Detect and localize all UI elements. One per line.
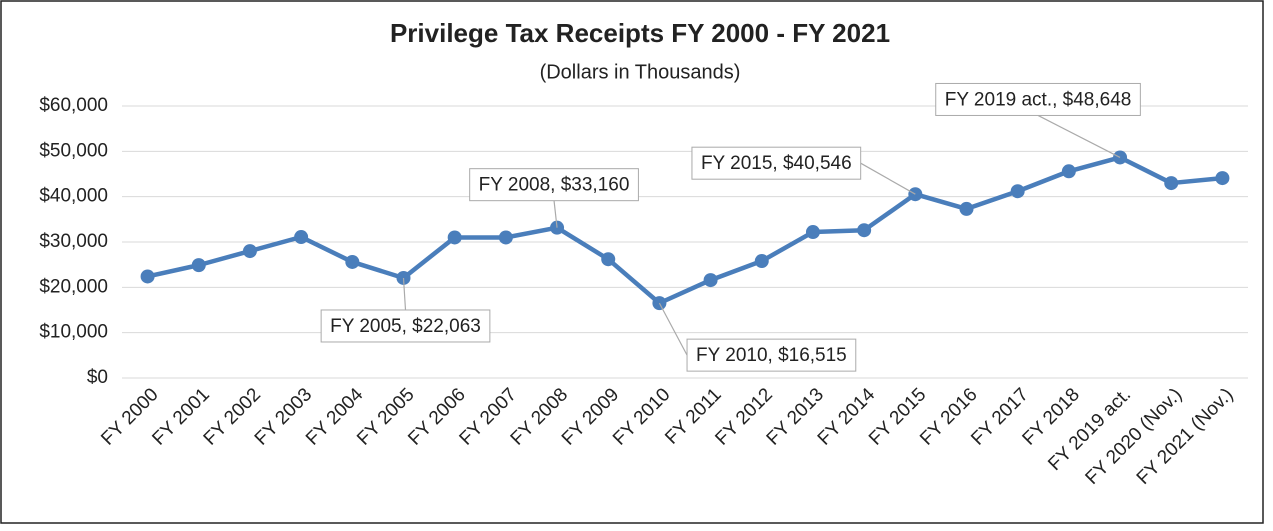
data-point xyxy=(140,269,155,284)
data-point xyxy=(345,254,360,269)
data-point xyxy=(857,223,872,238)
data-label: FY 2010, $16,515 xyxy=(696,345,847,366)
data-point xyxy=(1010,184,1025,199)
data-point xyxy=(1215,171,1230,186)
data-point xyxy=(1061,164,1076,179)
data-point xyxy=(601,252,616,267)
callout-leader xyxy=(553,200,558,228)
callout-box xyxy=(691,146,862,180)
callout-leader xyxy=(860,162,916,195)
data-label: FY 2005, $22,063 xyxy=(330,316,481,337)
y-tick-label: $20,000 xyxy=(39,276,108,297)
y-tick-label: $10,000 xyxy=(39,322,108,343)
callout-leader xyxy=(402,277,407,311)
chart-title: Privilege Tax Receipts FY 2000 - FY 2021 xyxy=(390,18,890,48)
callout-box xyxy=(686,338,857,372)
data-point xyxy=(754,254,769,269)
callout-box xyxy=(320,309,491,343)
data-point xyxy=(703,273,718,288)
data-point xyxy=(242,244,257,259)
data-point xyxy=(805,225,820,240)
y-tick-label: $40,000 xyxy=(39,186,108,207)
callout-box xyxy=(469,168,639,202)
chart-subtitle: (Dollars in Thousands) xyxy=(540,61,741,83)
callout-leader xyxy=(1037,114,1121,158)
data-point xyxy=(498,230,513,245)
data-label: FY 2008, $33,160 xyxy=(479,175,630,196)
data-point xyxy=(1164,176,1179,191)
data-line xyxy=(147,155,1223,306)
y-tick-label: $30,000 xyxy=(39,231,108,252)
y-tick-label: $0 xyxy=(87,367,108,388)
data-point xyxy=(447,230,462,245)
data-point xyxy=(959,201,974,216)
callout-box xyxy=(935,82,1141,116)
data-point xyxy=(191,258,206,273)
callout-leader xyxy=(658,302,688,356)
y-tick-label: $60,000 xyxy=(39,95,108,116)
y-tick-label: $50,000 xyxy=(39,140,108,161)
data-label: FY 2015, $40,546 xyxy=(701,153,852,174)
data-label: FY 2019 act., $48,648 xyxy=(945,89,1132,110)
data-point xyxy=(294,230,309,245)
